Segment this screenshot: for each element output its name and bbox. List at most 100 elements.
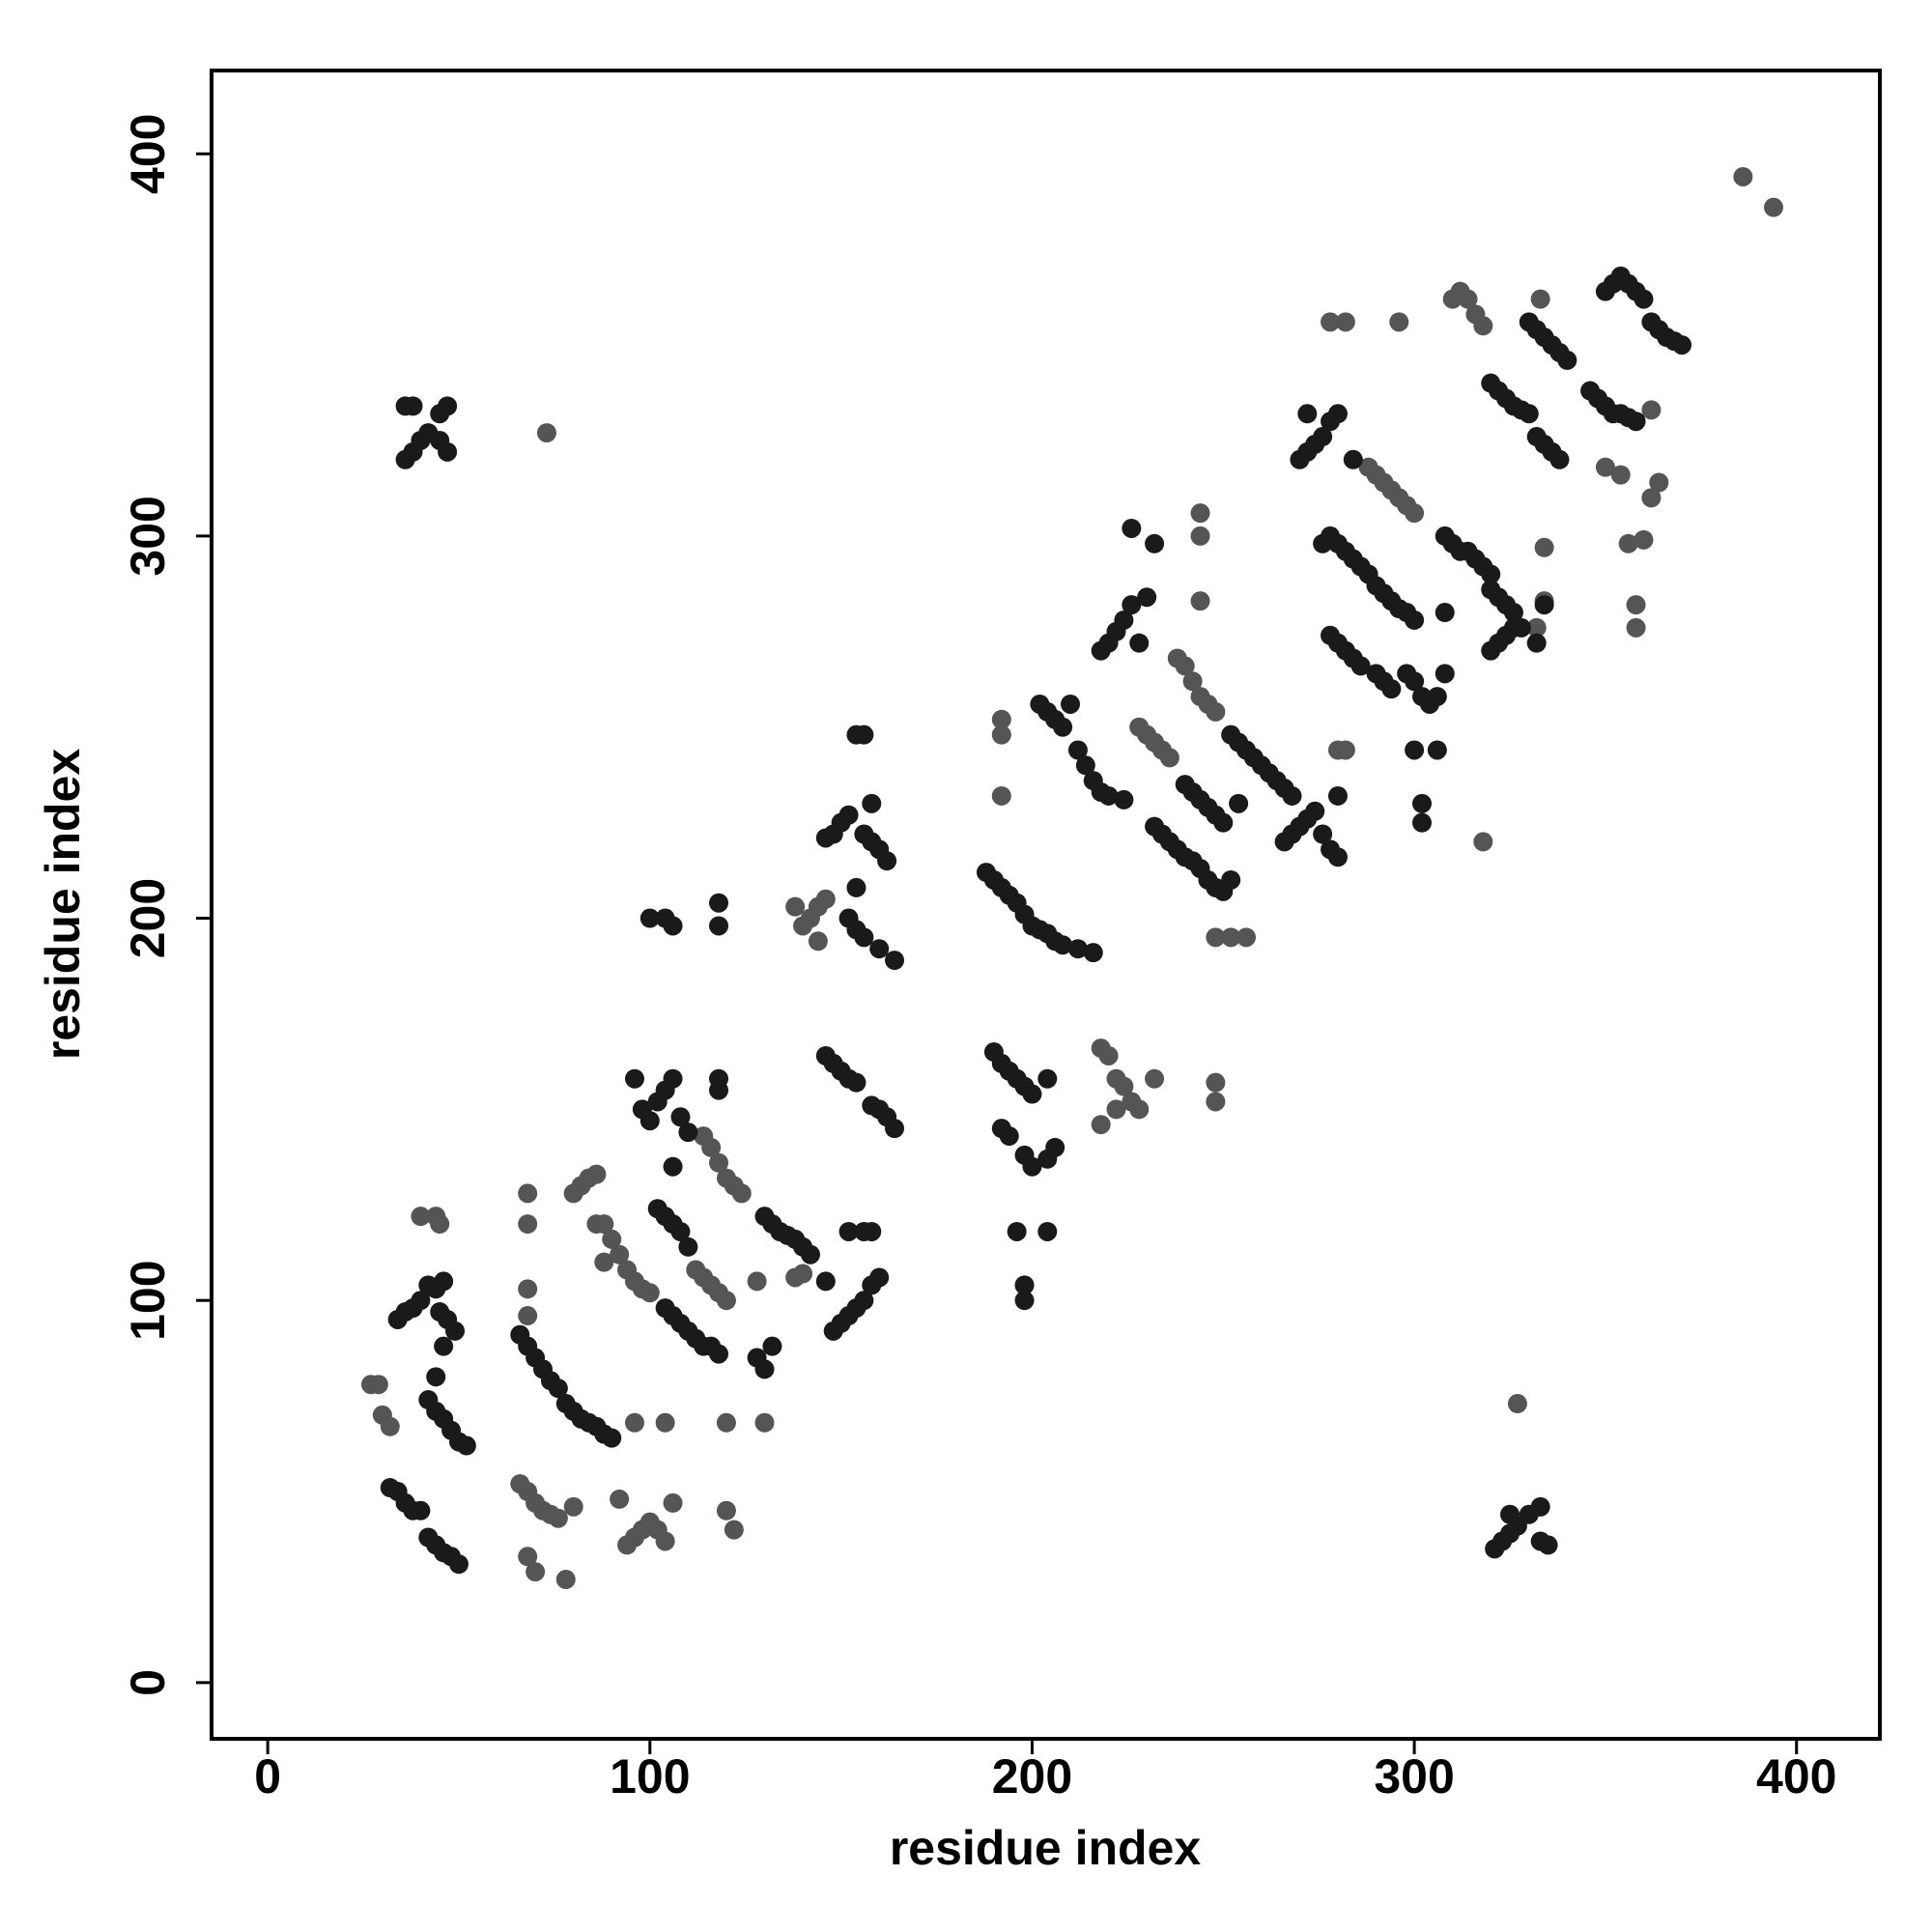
point — [1500, 1504, 1520, 1524]
point — [785, 896, 806, 917]
point — [1733, 166, 1753, 186]
point — [716, 1500, 736, 1520]
point — [1313, 427, 1333, 447]
point — [438, 441, 458, 462]
point — [639, 1111, 660, 1131]
point — [1067, 939, 1088, 959]
point — [1129, 1099, 1150, 1120]
point — [670, 1221, 691, 1241]
point — [1053, 717, 1073, 737]
point — [1511, 617, 1531, 638]
point — [1534, 595, 1554, 615]
point — [1534, 537, 1554, 557]
point — [1145, 1068, 1165, 1089]
point — [854, 724, 874, 745]
point — [1206, 1092, 1226, 1112]
point — [991, 785, 1011, 806]
point — [518, 1306, 538, 1326]
point — [1507, 1394, 1527, 1414]
point — [1075, 755, 1095, 776]
point — [838, 1221, 859, 1241]
point — [663, 1156, 683, 1177]
point — [1327, 785, 1348, 806]
point — [1022, 1156, 1042, 1177]
point — [1213, 812, 1234, 833]
point — [663, 1068, 683, 1089]
point — [1037, 1221, 1058, 1241]
point — [1405, 610, 1425, 630]
point — [885, 951, 905, 971]
point — [1473, 316, 1493, 336]
plot-frame — [210, 69, 1882, 1741]
point — [610, 1244, 630, 1264]
point — [1595, 457, 1615, 477]
y-tick-label: 0 — [121, 1669, 175, 1696]
point — [1412, 793, 1433, 813]
point — [846, 1072, 867, 1093]
point — [1313, 824, 1333, 844]
point — [445, 1321, 466, 1341]
point — [1327, 847, 1348, 867]
x-tick-label: 100 — [610, 1749, 690, 1804]
point — [1221, 869, 1241, 890]
point — [1114, 610, 1134, 630]
point — [862, 1221, 882, 1241]
point — [1114, 789, 1134, 810]
point — [747, 1271, 767, 1292]
point — [1610, 465, 1631, 485]
point — [1175, 656, 1195, 676]
point — [1305, 801, 1325, 821]
point — [518, 1183, 538, 1204]
point — [1435, 603, 1455, 623]
point — [586, 1214, 607, 1235]
point — [1206, 1072, 1226, 1093]
point — [555, 1570, 576, 1590]
point — [1091, 1115, 1111, 1135]
y-tick-label: 300 — [121, 496, 175, 576]
point — [1190, 591, 1210, 611]
point — [1519, 404, 1539, 424]
point — [762, 1336, 782, 1356]
point — [1389, 312, 1409, 332]
point — [1098, 1045, 1119, 1065]
point — [800, 1244, 820, 1264]
point — [1114, 1076, 1134, 1096]
point — [411, 1207, 431, 1227]
point — [663, 916, 683, 936]
point — [380, 1416, 400, 1436]
point — [1405, 671, 1425, 692]
point — [434, 1271, 454, 1292]
point — [793, 1264, 813, 1284]
point — [655, 1531, 675, 1551]
point — [678, 1236, 698, 1257]
point — [1626, 412, 1646, 432]
point — [808, 931, 828, 952]
point — [709, 1080, 729, 1100]
point — [1350, 656, 1371, 676]
point — [610, 1489, 630, 1509]
point — [1106, 1099, 1126, 1120]
point — [434, 1336, 454, 1356]
y-tick-label: 200 — [121, 878, 175, 958]
point — [536, 423, 556, 443]
point — [838, 805, 859, 825]
point — [1014, 1291, 1035, 1311]
point — [1321, 312, 1341, 332]
point — [1530, 1496, 1550, 1517]
point — [709, 1152, 729, 1173]
point — [1634, 289, 1654, 309]
point — [1473, 832, 1493, 852]
point — [991, 724, 1011, 745]
point — [1037, 1068, 1058, 1089]
point — [1672, 335, 1692, 355]
point — [1538, 1535, 1558, 1555]
point — [1122, 518, 1142, 538]
point — [991, 709, 1011, 729]
point — [854, 927, 874, 948]
point — [670, 1107, 691, 1127]
point — [1122, 595, 1142, 615]
point — [1022, 1084, 1042, 1104]
point — [602, 1229, 622, 1249]
point — [862, 793, 882, 813]
